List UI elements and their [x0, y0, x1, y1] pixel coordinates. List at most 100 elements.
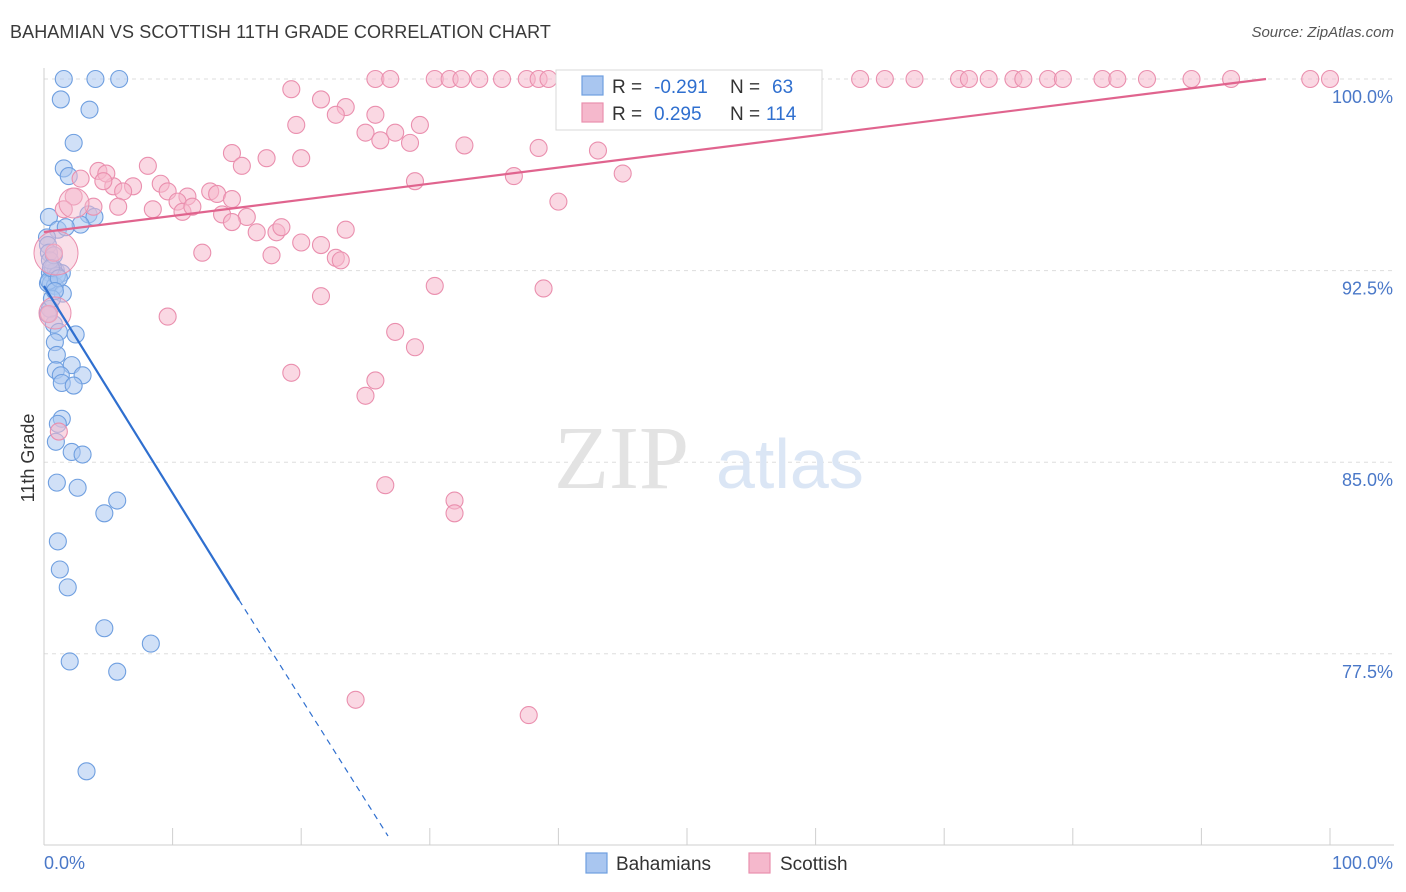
scottish-point-78: [272, 218, 291, 237]
bahamians-point-46: [58, 578, 77, 597]
bahamians-trend-line: [43, 285, 240, 601]
scottish-point-1: [381, 69, 400, 89]
scottish-point-36: [1301, 69, 1320, 89]
scottish-point-62: [114, 182, 133, 201]
scottish-point-22: [875, 69, 894, 89]
scottish-point-49: [455, 136, 474, 155]
scottish-point-93: [39, 304, 58, 324]
scottish-point-71: [143, 200, 162, 219]
y-tick-label-3: 77.5%: [1342, 662, 1393, 682]
legend-item-bahamians-swatch: [585, 852, 608, 874]
scottish-point-109: [183, 197, 202, 216]
bahamians-point-40: [47, 473, 66, 492]
scottish-cluster-large: [33, 230, 79, 276]
scottish-point-101: [366, 371, 385, 390]
legend-n-label-blue: N =: [730, 77, 760, 98]
y-axis-title: 11th Grade: [18, 414, 38, 503]
scottish-trend-line: [43, 77, 1267, 234]
bahamians-point-43: [95, 504, 114, 523]
scottish-point-79: [292, 233, 311, 252]
scottish-cluster-mid: [38, 296, 72, 330]
axes: [43, 68, 1394, 846]
bahamians-point-3: [51, 90, 70, 109]
scottish-point-103: [376, 476, 395, 495]
bahamians-point-11: [71, 215, 90, 234]
chart-title: BAHAMIAN VS SCOTTISH 11TH GRADE CORRELAT…: [10, 22, 551, 42]
legend-r-value-blue: -0.291: [654, 77, 708, 98]
bahamians-point-8: [39, 207, 58, 227]
scottish-point-38: [282, 80, 301, 99]
scottish-point-47: [371, 131, 390, 150]
bahamians-point-2: [110, 69, 129, 89]
scottish-point-89: [336, 220, 355, 239]
legend-swatch-pink: [581, 102, 604, 123]
scottish-point-102: [356, 386, 375, 405]
scottish-point-45: [356, 123, 375, 142]
scottish-point-107: [519, 706, 538, 725]
scottish-point-81: [193, 243, 212, 262]
scottish-point-87: [549, 192, 568, 211]
legend-n-label-pink: N =: [730, 104, 760, 125]
scottish-point-108: [49, 422, 68, 441]
scottish-point-76: [247, 223, 266, 242]
stats-legend: R = -0.291 N = 63 R = 0.295 N = 114: [555, 69, 823, 131]
bahamians-point-28: [47, 345, 66, 364]
scottish-point-26: [979, 69, 998, 89]
bahamians-point-47: [95, 619, 114, 638]
scottish-point-25: [959, 69, 978, 89]
scottish-point-54: [292, 149, 311, 168]
watermark-zip: ZIP: [554, 409, 689, 508]
legend-swatch-blue: [581, 75, 604, 96]
source-credit: Source: ZipAtlas.com: [1251, 24, 1394, 41]
scottish-point-58: [71, 169, 90, 188]
y-tick-label-2: 85.0%: [1342, 470, 1393, 490]
scottish-point-96: [425, 276, 444, 295]
scottish-point-32: [1108, 69, 1127, 89]
legend-item-scottish-swatch: [748, 852, 771, 874]
scottish-point-42: [366, 105, 385, 124]
scottish-point-56: [138, 156, 157, 175]
bahamians-point-34: [64, 376, 83, 395]
bahamians-point-44: [48, 532, 67, 551]
legend-r-value-pink: 0.295: [654, 104, 702, 125]
scottish-point-33: [1137, 69, 1157, 89]
bahamians-point-49: [60, 652, 79, 671]
scottish-point-30: [1053, 69, 1072, 89]
bahamians-point-5: [64, 133, 83, 152]
bahamians-point-50: [108, 662, 127, 681]
scottish-point-92: [44, 243, 63, 262]
scottish-cluster-small: [58, 187, 90, 219]
scottish-point-95: [311, 287, 331, 306]
scottish-point-98: [386, 322, 405, 341]
scottish-point-67: [222, 190, 242, 209]
scottish-point-48: [400, 133, 420, 152]
scottish-point-44: [410, 115, 429, 135]
scottish-point-21: [851, 69, 870, 89]
scottish-point-105: [445, 504, 464, 523]
x-tick-label-min: 0.0%: [44, 853, 85, 873]
legend-n-value-pink: 114: [766, 104, 797, 125]
scottish-point-53: [257, 149, 276, 168]
scottish-point-86: [504, 167, 523, 186]
scottish-point-100: [282, 363, 301, 382]
bahamians-point-41: [68, 478, 87, 497]
scottish-point-50: [529, 138, 548, 158]
y-tick-labels: 100.0% 92.5% 85.0% 77.5%: [1332, 87, 1393, 682]
bahamians-point-51: [77, 762, 96, 781]
watermark-atlas: atlas: [716, 425, 864, 503]
scottish-point-52: [222, 144, 242, 163]
bahamians-point-1: [86, 69, 105, 89]
scottish-point-94: [158, 307, 177, 326]
scottish-point-43: [287, 115, 306, 135]
scottish-point-37: [1320, 69, 1340, 89]
bahamians-point-39: [73, 445, 92, 464]
scottish-point-55: [232, 156, 251, 175]
trend-lines: [43, 77, 1267, 837]
scottish-point-75: [222, 213, 242, 232]
scottish-point-84: [262, 246, 281, 265]
legend-n-value-blue: 63: [772, 77, 793, 98]
scottish-point-9: [539, 69, 558, 89]
bahamians-point-48: [141, 634, 160, 653]
bahamians-point-0: [54, 69, 73, 89]
